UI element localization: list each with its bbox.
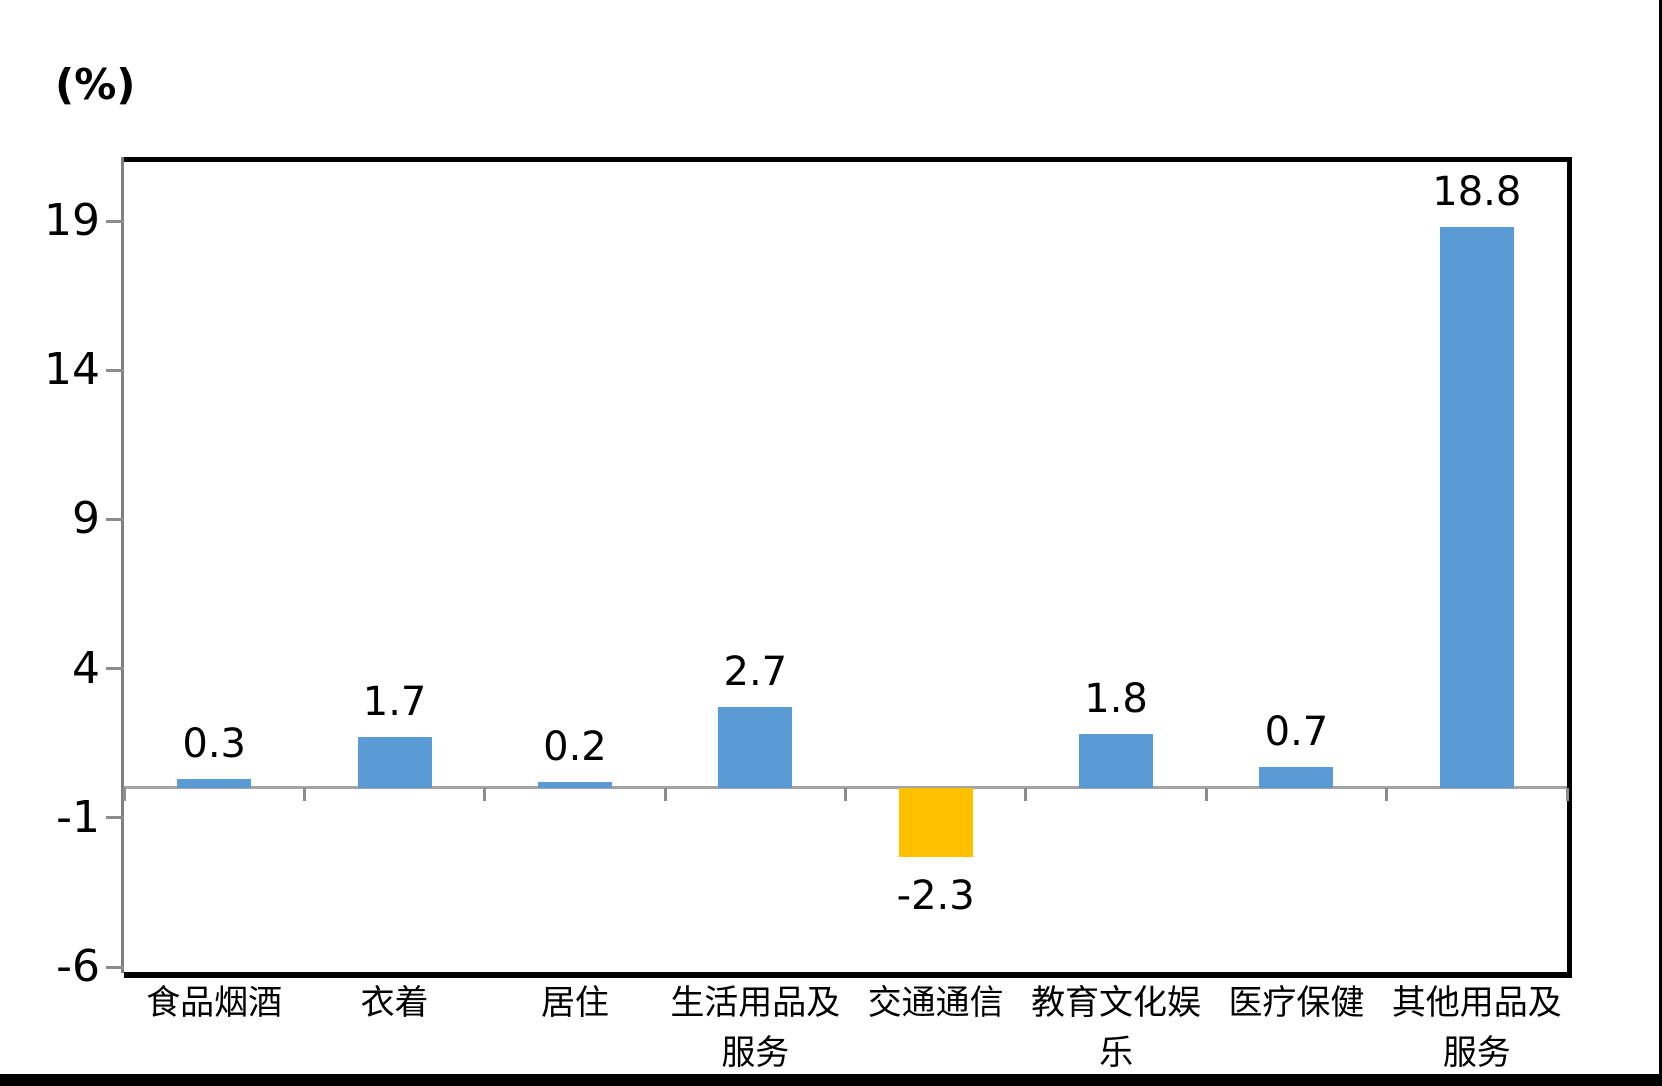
- category-label-2: 居住: [460, 978, 690, 1028]
- y-axis-tick-19: [106, 219, 124, 223]
- image-right-border: [1659, 0, 1662, 1086]
- y-axis-tick--1: [106, 816, 124, 820]
- value-label-6: 0.7: [1264, 709, 1329, 756]
- category-tick-5: [1024, 787, 1028, 801]
- category-label-1: 衣着: [280, 978, 510, 1028]
- category-label-line: 衣着: [360, 983, 429, 1023]
- category-label-0: 食品烟酒: [99, 978, 329, 1028]
- category-label-6: 医疗保健: [1181, 978, 1411, 1028]
- bar-6: [1259, 767, 1334, 788]
- category-tick-7: [1385, 787, 1389, 801]
- category-label-line: 医疗保健: [1228, 983, 1365, 1023]
- value-label-2: 0.2: [543, 724, 607, 771]
- bar-3: [718, 707, 793, 788]
- category-label-line: 生活用品及: [670, 983, 841, 1023]
- y-tick-label-4: 4: [72, 642, 100, 694]
- category-tick-1: [302, 787, 306, 801]
- plot-area: [124, 157, 1572, 978]
- category-label-line: 教育文化娱: [1031, 983, 1202, 1023]
- bar-5: [1079, 734, 1154, 788]
- y-tick-label-9: 9: [72, 493, 100, 545]
- value-label-0: 0.3: [182, 721, 246, 768]
- category-label-line: 服务: [1442, 1033, 1511, 1073]
- y-tick-label--6: -6: [56, 941, 100, 992]
- y-axis-unit-label: (%): [55, 60, 136, 109]
- image-bottom-border: [0, 1074, 1662, 1086]
- y-tick-label-19: 19: [44, 195, 100, 247]
- category-label-7: 其他用品及 服务: [1362, 978, 1592, 1078]
- category-tick-6: [1204, 787, 1208, 801]
- category-label-5: 教育文化娱乐: [1001, 978, 1231, 1078]
- y-axis-tick-4: [106, 667, 124, 671]
- category-label-4: 交通通信: [821, 978, 1051, 1028]
- value-label-5: 1.8: [1084, 676, 1148, 723]
- category-label-line: 食品烟酒: [146, 983, 283, 1023]
- y-tick-label-14: 14: [44, 344, 100, 396]
- bar-4: [898, 787, 973, 857]
- category-tick-2: [483, 787, 487, 801]
- y-axis-tick-14: [106, 368, 124, 372]
- category-label-line: 乐: [1099, 1033, 1134, 1073]
- category-tick-4: [844, 787, 847, 801]
- y-tick-label--1: -1: [56, 791, 100, 843]
- category-label-3: 生活用品及 服务: [640, 978, 870, 1078]
- y-axis-line: [121, 157, 124, 973]
- value-label-7: 18.8: [1432, 169, 1522, 216]
- category-label-line: 服务: [721, 1033, 790, 1073]
- y-axis-tick-9: [106, 517, 124, 521]
- bar-0: [177, 779, 252, 788]
- value-label-4: -2.3: [896, 872, 975, 919]
- category-label-line: 交通通信: [867, 983, 1004, 1023]
- bar-7: [1439, 227, 1514, 788]
- y-axis-tick--6: [106, 965, 124, 969]
- category-tick-8: [1565, 787, 1569, 801]
- bar-2: [537, 782, 612, 788]
- value-label-1: 1.7: [362, 679, 427, 726]
- category-tick-0: [122, 787, 126, 801]
- value-label-3: 2.7: [723, 649, 788, 696]
- bar-1: [357, 737, 432, 788]
- category-label-line: 居住: [540, 983, 609, 1023]
- category-tick-3: [663, 787, 667, 801]
- category-label-line: 其他用品及: [1391, 983, 1562, 1023]
